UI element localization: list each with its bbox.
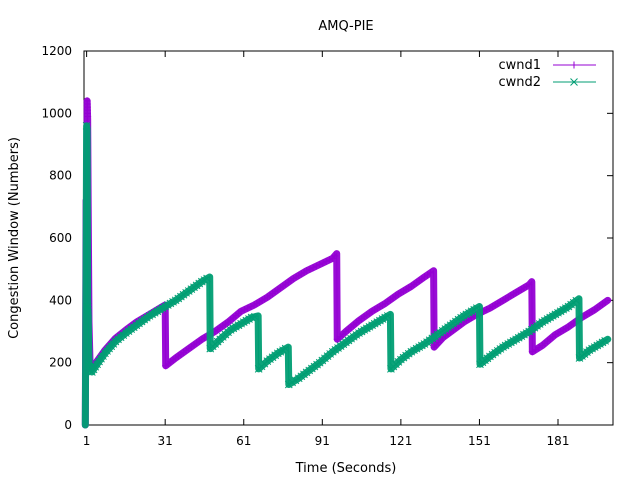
plus-marker: [312, 262, 320, 270]
plus-marker: [247, 303, 255, 311]
series-line-cwnd1: [84, 100, 609, 426]
plus-marker: [322, 257, 330, 265]
y-tick-label: 600: [49, 231, 72, 245]
x-axis: 1 31 61 91 121 151 181: [83, 51, 570, 448]
series-line-cwnd2: [84, 125, 609, 426]
plus-marker: [570, 61, 578, 69]
plus-marker: [84, 112, 92, 120]
cross-marker: [472, 304, 481, 312]
cross-marker: [281, 344, 290, 353]
cross-marker: [84, 308, 92, 317]
plus-marker: [244, 304, 252, 312]
legend: cwnd1 cwnd2: [498, 58, 596, 90]
cross-marker: [291, 376, 300, 385]
x-tick-label: 31: [158, 434, 173, 448]
x-tick-label: 61: [236, 434, 251, 448]
plus-marker: [525, 281, 533, 289]
plus-marker: [601, 298, 609, 306]
x-axis-title: Time (Seconds): [295, 461, 397, 476]
x-tick-label: 91: [315, 434, 330, 448]
cross-marker: [83, 305, 92, 314]
y-axis-title: Congestion Window (Numbers): [7, 137, 22, 339]
series-layer: [81, 97, 612, 429]
plus-marker: [237, 307, 245, 315]
y-tick-label: 400: [49, 293, 72, 307]
cross-marker: [572, 296, 581, 305]
plot-border: [83, 50, 614, 426]
plus-marker: [427, 269, 435, 277]
y-axis: 0 200 400 600 800 1000 1200: [41, 44, 613, 432]
y-tick-label: 800: [49, 169, 72, 183]
legend-label-cwnd1: cwnd1: [498, 58, 541, 73]
cross-marker: [82, 121, 91, 130]
x-tick-label: 181: [547, 434, 570, 448]
y-tick-label: 0: [64, 418, 72, 432]
y-tick-label: 1000: [41, 106, 72, 120]
plus-marker: [306, 265, 314, 273]
y-tick-label: 200: [49, 356, 72, 370]
cross-marker: [383, 312, 392, 320]
cross-marker: [203, 274, 211, 283]
cross-marker: [284, 380, 293, 389]
plus-marker: [326, 256, 334, 264]
cross-marker: [83, 302, 92, 311]
x-tick-label: 151: [468, 434, 491, 448]
chart-title: AMQ-PIE: [318, 19, 373, 34]
y-tick-label: 1200: [41, 44, 72, 58]
x-tick-label: 1: [83, 434, 91, 448]
plus-marker: [319, 259, 327, 267]
cross-marker: [251, 312, 259, 321]
plus-marker: [303, 267, 311, 275]
legend-label-cwnd2: cwnd2: [498, 75, 541, 90]
series-cwnd1: [81, 97, 612, 429]
series-band-cwnd2: [81, 122, 612, 429]
series-band-cwnd1: [81, 97, 612, 429]
plus-marker: [483, 306, 491, 314]
plus-marker: [331, 252, 339, 260]
x-tick-label: 121: [389, 434, 412, 448]
cross-marker: [288, 378, 296, 387]
plus-marker: [316, 260, 324, 268]
cross-marker: [601, 336, 609, 345]
plus-marker: [240, 306, 248, 314]
series-cwnd2: [81, 121, 612, 429]
cross-marker: [570, 78, 578, 86]
plus-marker: [309, 264, 317, 272]
